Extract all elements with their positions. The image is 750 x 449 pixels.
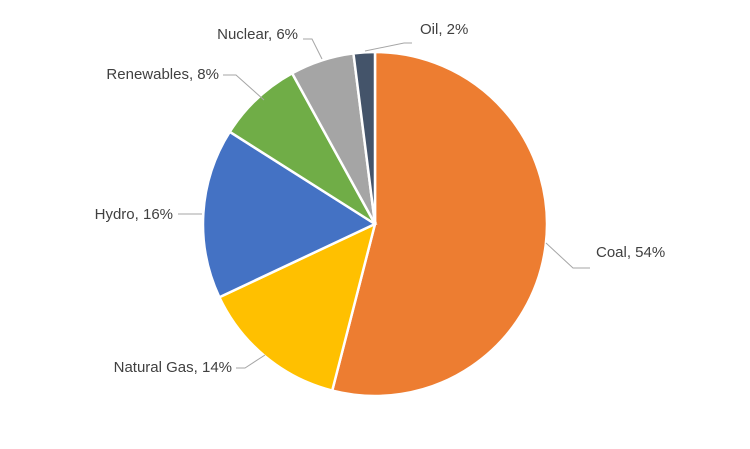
leader-line-renewables xyxy=(223,74,265,101)
slices-layer xyxy=(201,50,549,398)
leader-line-coal xyxy=(545,242,590,269)
pie-slice-hydro xyxy=(201,130,378,299)
data-labels-layer: Coal, 54% Natural Gas, 14% Hydro, 16% Renew… xyxy=(95,21,666,376)
pie-slice-natural-gas xyxy=(217,221,377,393)
leader-line-nuclear xyxy=(303,38,323,60)
data-label-hydro: Hydro, 16% xyxy=(95,206,173,223)
data-label-coal: Coal, 54% xyxy=(596,244,665,261)
pie-slice-coal xyxy=(330,50,549,398)
data-label-renewables: Renewables, 8% xyxy=(106,66,219,83)
data-label-nuclear: Nuclear, 6% xyxy=(217,26,298,43)
leader-line-oil xyxy=(364,42,412,52)
pie-slice-oil xyxy=(352,50,377,225)
data-label-oil: Oil, 2% xyxy=(420,21,468,38)
leader-lines-layer xyxy=(178,38,590,369)
data-label-natural-gas: Natural Gas, 14% xyxy=(114,359,232,376)
leader-line-natural-gas xyxy=(236,354,266,369)
